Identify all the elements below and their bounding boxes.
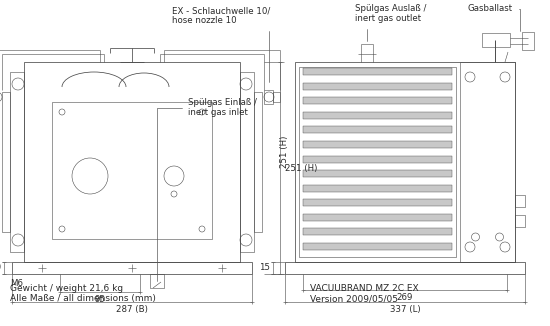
Text: Alle Maße / all dimensions (mm): Alle Maße / all dimensions (mm) <box>10 294 156 303</box>
Text: VACUUBRAND MZ 2C EX: VACUUBRAND MZ 2C EX <box>310 284 419 293</box>
Bar <box>150 274 164 288</box>
Text: IN - Kleinflansch DN16/
small flange DN16: IN - Kleinflansch DN16/ small flange DN1… <box>0 325 1 326</box>
Bar <box>303 199 452 206</box>
Bar <box>303 229 452 235</box>
Text: 251 (H): 251 (H) <box>279 136 289 168</box>
Bar <box>515 215 525 227</box>
Text: 287 (B): 287 (B) <box>116 305 148 314</box>
Bar <box>299 67 456 257</box>
Text: 15: 15 <box>259 263 270 273</box>
Text: Gewicht / weight 21,6 kg: Gewicht / weight 21,6 kg <box>10 284 123 293</box>
Bar <box>303 214 452 221</box>
Bar <box>285 262 525 274</box>
Text: 251 (H): 251 (H) <box>285 164 317 172</box>
Bar <box>52 102 212 239</box>
Text: 95: 95 <box>95 295 106 304</box>
Bar <box>303 243 452 250</box>
Bar <box>295 62 515 262</box>
Bar <box>273 92 280 102</box>
Bar <box>10 72 24 252</box>
Text: Spülgas Einlaß /
inert gas inlet: Spülgas Einlaß / inert gas inlet <box>157 98 257 281</box>
Text: Gasballast: Gasballast <box>468 4 520 31</box>
Bar <box>460 62 515 262</box>
Text: M6: M6 <box>10 279 23 288</box>
Bar <box>254 92 262 232</box>
Bar <box>2 92 10 232</box>
Bar <box>522 32 534 50</box>
Bar <box>303 170 452 177</box>
Bar <box>264 90 273 104</box>
Text: EX - Schlauchwelle 10/
hose nozzle 10: EX - Schlauchwelle 10/ hose nozzle 10 <box>172 6 270 82</box>
Text: Version 2009/05/05: Version 2009/05/05 <box>310 294 398 303</box>
Bar <box>303 82 452 90</box>
Bar <box>303 185 452 192</box>
Text: 10: 10 <box>0 263 1 273</box>
Bar <box>303 68 452 75</box>
Bar <box>482 33 510 47</box>
Text: Spülgas Auslaß /
inert gas outlet: Spülgas Auslaß / inert gas outlet <box>355 4 426 41</box>
Bar <box>303 156 452 162</box>
Bar <box>303 141 452 148</box>
Bar <box>24 62 240 262</box>
Text: 337 (L): 337 (L) <box>390 305 420 314</box>
Text: 269: 269 <box>397 293 413 302</box>
Bar <box>515 195 525 207</box>
Bar <box>240 72 254 252</box>
Bar <box>303 126 452 133</box>
Bar <box>303 97 452 104</box>
Bar <box>12 262 252 274</box>
Bar <box>303 112 452 119</box>
